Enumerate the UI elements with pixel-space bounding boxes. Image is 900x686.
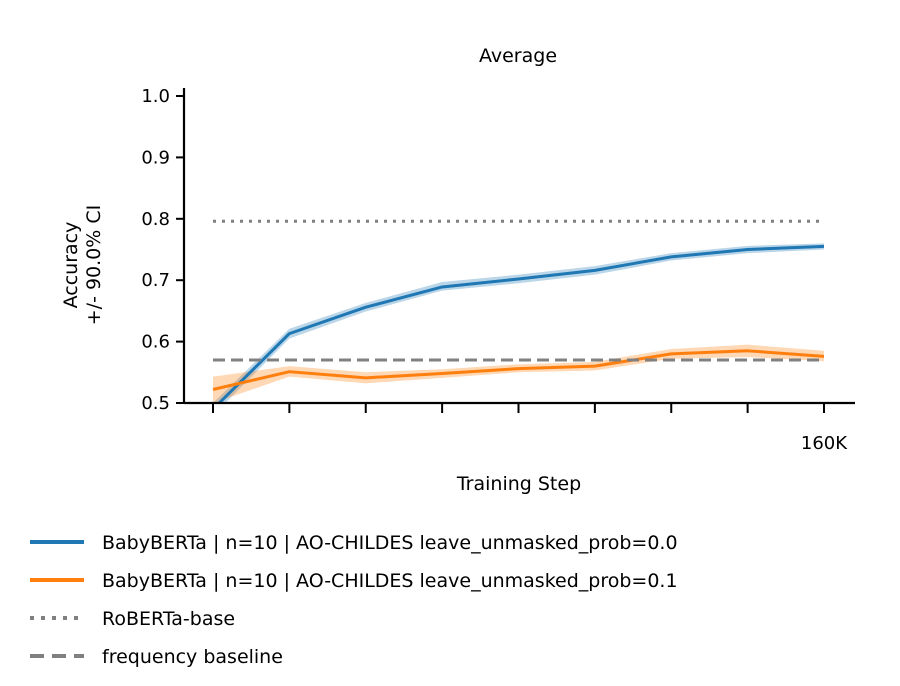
legend-label: RoBERTa-base (102, 608, 235, 630)
y-tick-label: 0.7 (141, 270, 170, 291)
plot-area (212, 219, 825, 403)
legend-label: frequency baseline (102, 646, 283, 668)
y-axis-label-line-1: Accuracy (60, 222, 82, 309)
y-tick-label: 0.9 (141, 147, 170, 168)
y-tick-label: 0.6 (141, 332, 170, 353)
axes: 0.5 0.6 0.7 0.8 0.9 1.0 160K (141, 86, 855, 454)
ci-band (213, 243, 824, 403)
legend: BabyBERTa | n=10 | AO-CHILDES leave_unma… (30, 532, 678, 668)
y-tick-label: 1.0 (141, 86, 170, 107)
series-line (212, 349, 825, 391)
y-axis-label-line-2: +/- 90.0% CI (83, 205, 105, 326)
series-line (217, 244, 825, 403)
y-tick-label: 0.8 (141, 209, 170, 230)
chart-title: Average (479, 45, 557, 67)
legend-label: BabyBERTa | n=10 | AO-CHILDES leave_unma… (102, 570, 678, 592)
legend-label: BabyBERTa | n=10 | AO-CHILDES leave_unma… (102, 532, 678, 554)
x-axis-label: Training Step (456, 473, 581, 495)
x-tick-label: 160K (801, 433, 848, 454)
y-tick-label: 0.5 (141, 393, 170, 414)
